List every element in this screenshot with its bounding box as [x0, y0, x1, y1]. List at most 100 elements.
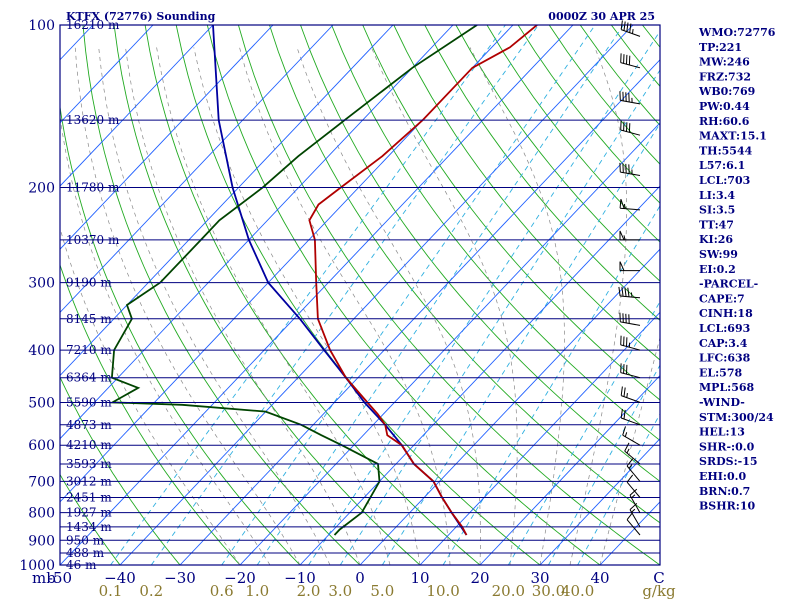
- mixing-ratio-label: 0.2: [139, 582, 163, 600]
- mixing-ratio-unit: g/kg: [642, 582, 676, 600]
- mixing-ratio-line: [381, 122, 660, 565]
- dry-adiabat-line: [548, 25, 660, 165]
- temperature-tick-label: -50: [48, 569, 72, 587]
- wind-barb: [619, 162, 641, 176]
- index-line: LCL:693: [699, 322, 750, 335]
- plot-frame: [59, 24, 661, 566]
- isotherms: [60, 25, 660, 565]
- mixing-ratio-label: 3.0: [328, 582, 352, 600]
- wind-barb: [629, 503, 641, 528]
- height-label: 4210 m: [66, 438, 112, 452]
- mixing-ratio-label: 0.6: [210, 582, 234, 600]
- moist-adiabat-line: [156, 47, 391, 565]
- moist-adiabat-line: [125, 47, 361, 565]
- isotherm-line: [539, 438, 660, 565]
- dry-adiabat-line: [517, 25, 660, 204]
- mixing-ratio-label: 10.0: [426, 582, 459, 600]
- isotherm-line: [60, 25, 454, 440]
- pressure-tick-label: 600: [28, 438, 55, 454]
- dry-adiabat-line: [206, 25, 601, 565]
- index-line: SW:99: [699, 248, 738, 261]
- mixing-ratio-line: [442, 204, 660, 565]
- height-label: 1434 m: [66, 520, 112, 534]
- height-label: 8145 m: [66, 312, 112, 326]
- index-line: -PARCEL-: [699, 278, 758, 291]
- mixing-ratio-line: [150, 25, 539, 565]
- index-line: FRZ:732: [699, 70, 751, 83]
- index-line: TP:221: [699, 41, 742, 54]
- index-line: WB0:769: [698, 85, 755, 98]
- dry-adiabat-line: [82, 25, 361, 565]
- wind-barbs: [618, 20, 641, 536]
- sounding-profiles: [109, 25, 538, 536]
- index-line: -WIND-: [699, 396, 745, 409]
- wind-barb: [619, 261, 640, 272]
- index-line: PW:0.44: [699, 100, 750, 113]
- index-line: CINH:18: [699, 307, 753, 320]
- pressure-tick-label: 1000: [19, 558, 55, 574]
- index-line: CAPE:7: [699, 292, 745, 305]
- pressure-axis: 100 200 300 400 500 600 700 800 900 1000: [19, 18, 55, 574]
- height-labels: 16210 m 13620 m 11780 m 10370 m 9190 m 8145 m…: [66, 18, 120, 572]
- isotherm-line: [359, 248, 660, 565]
- wind-barb: [624, 442, 641, 465]
- index-line: LI:3.4: [699, 189, 735, 202]
- mixing-ratio-label: 1.0: [245, 582, 269, 600]
- moist-adiabat-line: [371, 47, 518, 565]
- mixing-ratio-line: [110, 25, 506, 565]
- height-label: 3012 m: [66, 474, 112, 488]
- wind-barb: [620, 20, 641, 37]
- temperature-tick-label: 0: [355, 569, 365, 587]
- pressure-tick-label: 300: [28, 276, 55, 292]
- mixing-ratio-label: 5.0: [370, 582, 394, 600]
- isotherm-line: [60, 25, 274, 250]
- dry-adiabat-line: [113, 25, 421, 565]
- mixing-ratio-label: 20.0: [492, 582, 525, 600]
- index-line: RH:60.6: [699, 115, 750, 128]
- index-line: MAXT:15.1: [699, 130, 767, 143]
- plot-border: [59, 24, 661, 566]
- temperature-tick-label: −10: [284, 569, 316, 587]
- index-line: SI:3.5: [699, 204, 735, 217]
- mixing-ratio-axis: 0.1 0.2 0.6 1.0 2.0 3.0 5.0 10.0 20.0 30.040.0 g/k…: [99, 582, 676, 600]
- isotherm-line: [179, 59, 660, 565]
- height-label: 3593 m: [66, 457, 112, 471]
- mixing-ratio-label: 0.1: [99, 582, 123, 600]
- mixing-ratio-label: 40.0: [561, 582, 594, 600]
- index-line: SRDS:-15: [699, 455, 758, 468]
- temperature-tick-label: −20: [224, 569, 256, 587]
- wind-barb: [620, 386, 641, 403]
- mixing-ratio-label: 2.0: [297, 582, 321, 600]
- wind-barb: [620, 335, 641, 351]
- height-label: 5590 m: [66, 395, 112, 409]
- temperature-tick-label: 40: [590, 569, 609, 587]
- moist-adiabat-line: [569, 47, 628, 565]
- pressure-tick-label: 700: [28, 474, 55, 490]
- pressure-tick-label: 500: [28, 395, 55, 411]
- index-line: MPL:568: [699, 381, 755, 394]
- pressure-tick-label: 800: [28, 506, 55, 522]
- height-label: 11780 m: [66, 181, 120, 195]
- moist-adiabat-line: [193, 47, 421, 565]
- temperature-axis: mb-50 −40 −30 −20 −10 0 10 20 30 40 C: [32, 569, 665, 587]
- dry-adiabat-line: [237, 25, 660, 565]
- index-line: BRN:0.7: [699, 485, 750, 498]
- height-label: 7210 m: [66, 343, 112, 357]
- pressure-unit-label: mb: [32, 569, 56, 587]
- isotherm-line: [60, 25, 214, 187]
- height-label: 9190 m: [66, 276, 112, 290]
- dry-adiabat-line: [579, 25, 660, 126]
- height-label: 46 m: [66, 558, 97, 572]
- height-label: 6364 m: [66, 371, 112, 385]
- index-line: EI:0.2: [699, 263, 736, 276]
- index-line: LCL:703: [699, 174, 750, 187]
- wind-barb: [620, 408, 641, 426]
- isotherm-line: [239, 122, 660, 565]
- isotherm-line: [479, 374, 660, 565]
- temperature-tick-label: −30: [164, 569, 196, 587]
- index-line: BSHR:10: [699, 500, 755, 513]
- height-label: 488 m: [66, 546, 105, 560]
- index-line: TT:47: [699, 218, 734, 231]
- dry-adiabat-line: [175, 25, 541, 565]
